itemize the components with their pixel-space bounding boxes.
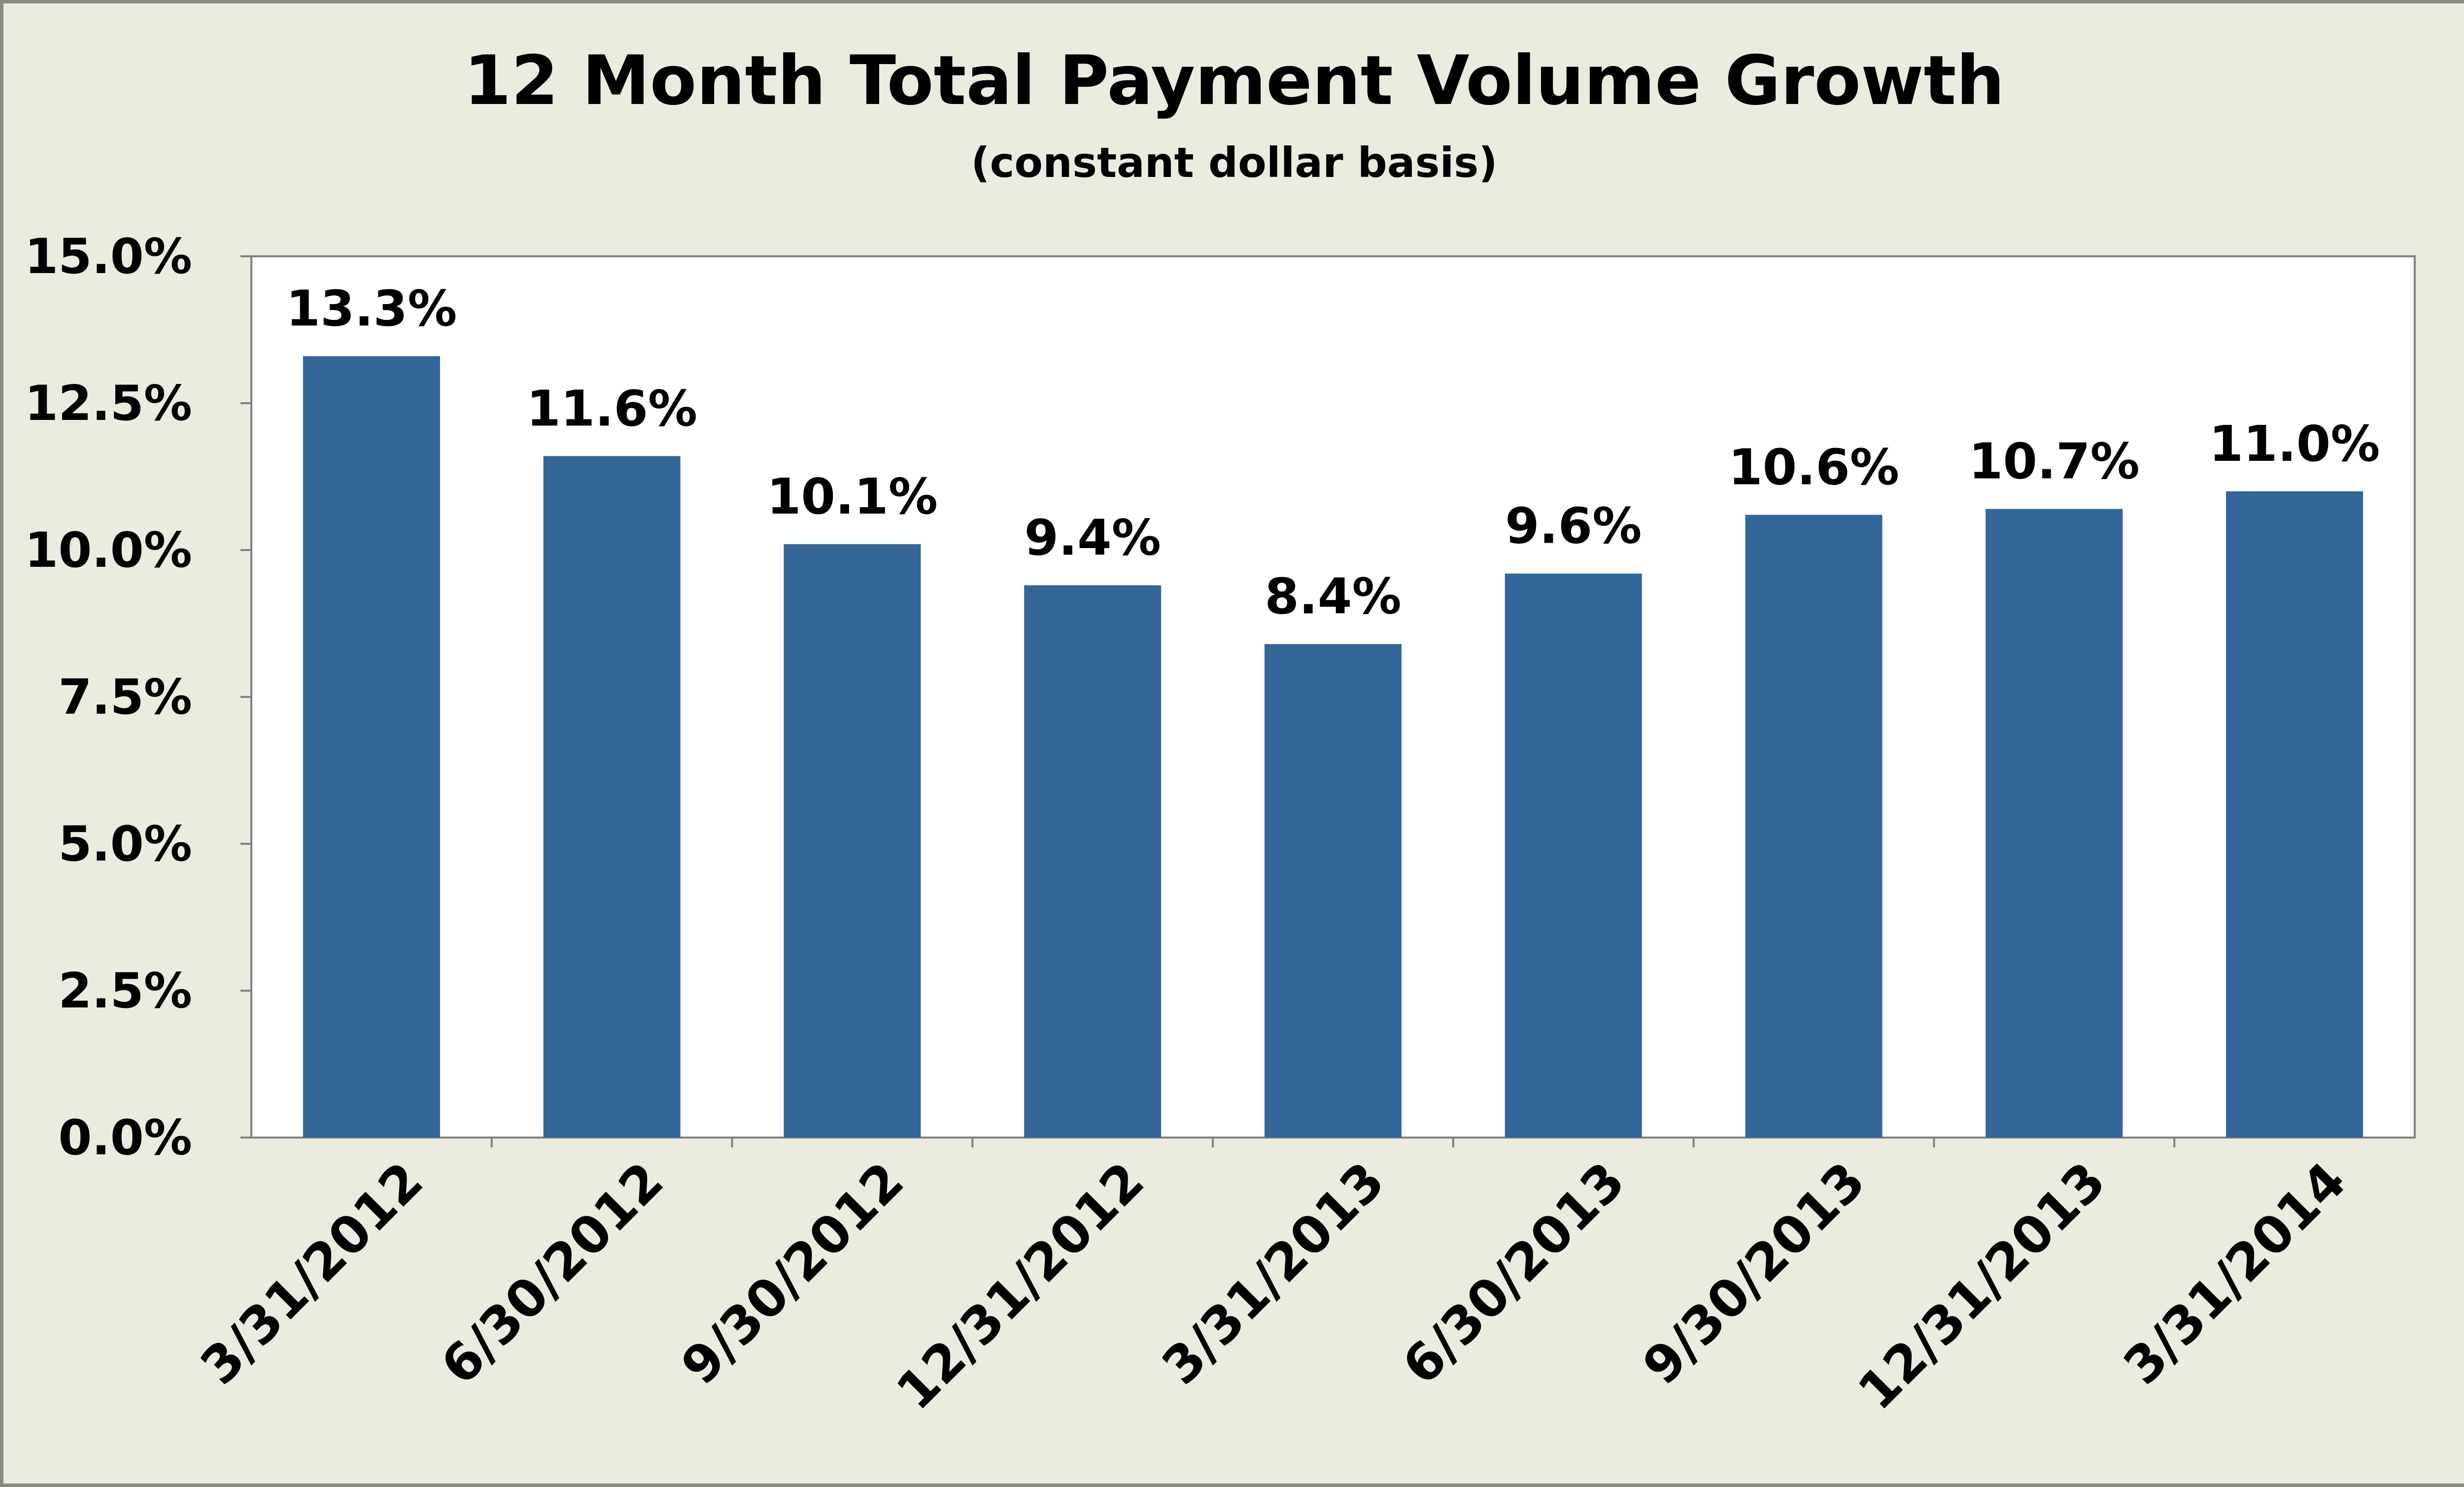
y-tick-label: 10.0% — [25, 522, 192, 579]
x-tick-label: 3/31/2012 — [189, 1150, 434, 1396]
x-tick-label: 6/30/2012 — [429, 1150, 675, 1396]
chart-title: 12 Month Total Payment Volume Growth — [464, 41, 2005, 120]
y-tick-label: 15.0% — [25, 229, 192, 285]
x-tick-label: 12/31/2012 — [885, 1150, 1156, 1421]
bar — [2226, 491, 2363, 1138]
data-label: 10.1% — [767, 468, 938, 525]
y-axis: 0.0% 2.5% 5.0% 7.5% 10.0% 12.5% 15.0% — [25, 229, 251, 1166]
x-tick-label: 12/31/2013 — [1847, 1150, 2117, 1421]
x-axis: 3/31/20126/30/20129/30/201212/31/20123/3… — [189, 1138, 2358, 1421]
data-label: 11.0% — [2209, 415, 2380, 473]
data-labels: 13.3% 11.6% 10.1% 9.4% 8.4% 9.6% 10.6% 10.7% 11.… — [286, 280, 2380, 625]
data-label: 11.6% — [526, 380, 697, 437]
bar — [784, 544, 921, 1138]
x-tick-label: 6/30/2013 — [1391, 1150, 1636, 1396]
y-tick-label: 2.5% — [58, 963, 192, 1019]
bar — [1024, 585, 1162, 1138]
data-label: 10.6% — [1728, 438, 1899, 496]
bar — [1985, 509, 2123, 1138]
y-tick-label: 12.5% — [25, 376, 192, 432]
data-label: 9.6% — [1505, 497, 1642, 555]
bars — [303, 356, 2363, 1138]
x-tick-label: 3/31/2013 — [1151, 1150, 1396, 1396]
data-label: 9.4% — [1025, 509, 1161, 567]
data-label: 10.7% — [1969, 433, 2140, 490]
data-label: 8.4% — [1265, 568, 1401, 625]
bar — [1745, 515, 1882, 1138]
bar — [1505, 573, 1642, 1138]
x-tick-label: 3/31/2014 — [2112, 1150, 2358, 1396]
y-tick-label: 7.5% — [58, 669, 192, 726]
data-label: 13.3% — [286, 280, 457, 338]
y-tick-label: 5.0% — [58, 816, 192, 872]
x-tick-label: 9/30/2013 — [1631, 1150, 1877, 1396]
chart-subtitle: (constant dollar basis) — [971, 138, 1498, 187]
bar — [1264, 644, 1402, 1138]
bar — [543, 456, 681, 1138]
bar — [303, 356, 440, 1138]
y-tick-label: 0.0% — [58, 1110, 192, 1166]
x-tick-label: 9/30/2012 — [670, 1150, 915, 1396]
